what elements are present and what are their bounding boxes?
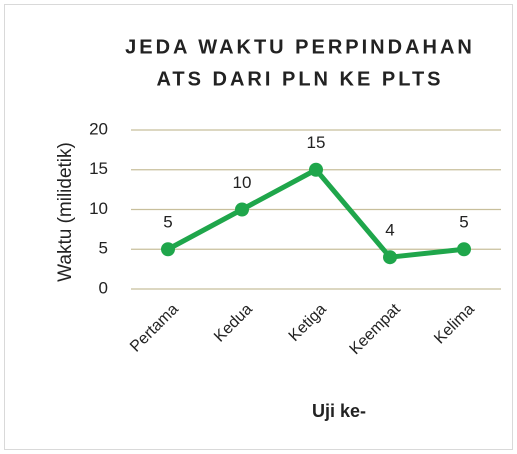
y-tick-label: 10 (89, 199, 108, 218)
y-axis-title: Waktu (milidetik) (55, 142, 76, 282)
x-axis-title: Uji ke- (312, 401, 366, 421)
data-label: 5 (459, 213, 468, 232)
data-label: 10 (233, 173, 252, 192)
chart-title: JEDA WAKTU PERPINDAHAN (125, 36, 475, 58)
marker (161, 242, 175, 257)
marker (235, 202, 249, 217)
y-tick-label: 0 (99, 278, 108, 297)
marker (383, 250, 397, 265)
data-label: 4 (385, 221, 394, 240)
data-label: 15 (307, 133, 326, 152)
marker (309, 162, 323, 177)
chart-title: ATS DARI PLN KE PLTS (156, 68, 443, 90)
y-tick-label: 15 (89, 159, 108, 178)
data-label: 5 (163, 213, 172, 232)
y-tick-label: 20 (89, 119, 108, 138)
chart-border (4, 4, 513, 450)
y-tick-label: 5 (99, 239, 108, 258)
marker (457, 242, 471, 257)
